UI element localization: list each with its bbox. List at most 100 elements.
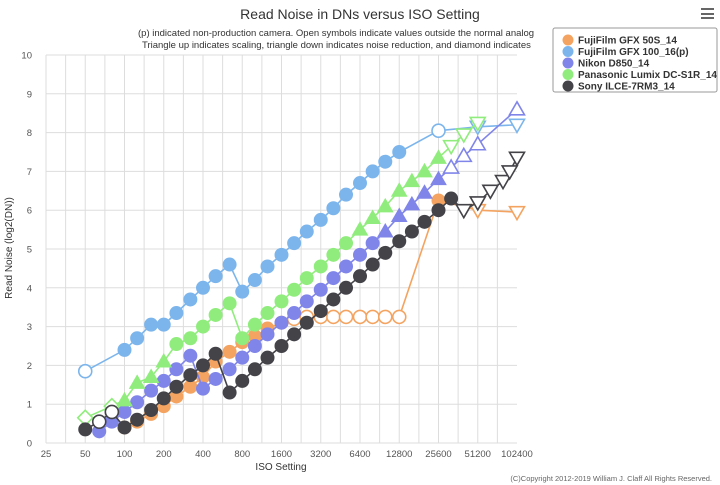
legend-label: FujiFilm GFX 100_16(p) <box>578 47 689 58</box>
data-point <box>338 309 354 325</box>
chart-credits: (C)Copyright 2012-2019 William J. Claff … <box>510 474 712 483</box>
data-point <box>130 395 145 410</box>
data-point <box>444 191 459 206</box>
data-point <box>454 203 473 220</box>
data-point <box>352 309 368 325</box>
chart-title: Read Noise in DNs versus ISO Setting <box>240 6 480 22</box>
data-point <box>222 362 237 377</box>
legend-label: Nikon D850_14 <box>578 59 650 70</box>
data-point <box>130 412 145 427</box>
data-point <box>247 339 262 353</box>
y-tick-label: 0 <box>27 439 32 450</box>
data-point <box>183 368 198 383</box>
data-point <box>77 363 93 379</box>
data-point <box>365 257 380 272</box>
data-point <box>208 269 223 284</box>
x-axis-label: ISO Setting <box>255 462 306 473</box>
data-point <box>117 404 132 419</box>
data-point <box>500 165 519 181</box>
hamburger-menu-icon[interactable] <box>701 8 714 19</box>
data-point <box>403 195 421 211</box>
data-point <box>353 176 367 191</box>
data-point <box>196 381 210 396</box>
data-point <box>468 196 487 212</box>
data-point <box>430 149 447 164</box>
data-point <box>274 339 289 353</box>
data-point <box>144 403 159 418</box>
data-point <box>274 294 289 309</box>
y-axis-label: Read Noise (log2(DN)) <box>4 197 15 299</box>
y-tick-label: 10 <box>21 51 32 62</box>
data-point <box>326 201 341 216</box>
y-tick-label: 8 <box>27 128 32 139</box>
data-point <box>339 259 354 274</box>
legend-marker <box>562 46 574 57</box>
legend-marker <box>562 69 574 80</box>
data-point <box>78 422 93 437</box>
data-point <box>508 205 526 222</box>
data-point <box>183 379 198 394</box>
data-point <box>235 350 250 365</box>
data-point <box>155 353 173 368</box>
data-point <box>326 292 341 307</box>
x-tick-label: 25 <box>41 449 52 460</box>
data-point <box>365 164 380 179</box>
data-point <box>378 245 393 260</box>
x-tick-label: 1600 <box>271 449 292 460</box>
data-point <box>364 209 382 224</box>
y-tick-label: 2 <box>27 361 32 372</box>
data-point <box>403 172 421 188</box>
data-point <box>208 346 223 361</box>
series-2 <box>92 100 526 439</box>
y-tick-label: 3 <box>27 322 32 333</box>
data-point <box>260 259 275 274</box>
data-point <box>313 212 328 227</box>
data-point <box>353 269 367 284</box>
data-point <box>339 280 354 295</box>
plot-series <box>76 100 526 439</box>
data-point <box>392 234 407 249</box>
data-point <box>142 368 160 384</box>
y-tick-label: 4 <box>27 283 32 294</box>
data-point <box>196 358 210 373</box>
data-point <box>247 273 262 288</box>
legend-label: Panasonic Lumix DC-S1R_14 <box>578 70 717 81</box>
data-point <box>390 182 408 197</box>
data-point <box>222 344 237 359</box>
data-point <box>299 294 314 309</box>
data-point <box>183 292 198 307</box>
data-point <box>339 236 354 251</box>
data-point <box>416 162 433 178</box>
data-point <box>287 236 302 251</box>
data-point <box>260 327 275 342</box>
data-point <box>313 282 328 297</box>
data-point <box>351 221 369 236</box>
data-point <box>169 337 184 352</box>
data-point <box>130 331 145 346</box>
data-point <box>339 187 354 202</box>
data-point <box>508 100 526 116</box>
y-tick-label: 7 <box>27 167 32 178</box>
data-point <box>235 284 250 299</box>
data-point <box>222 257 237 272</box>
data-point <box>208 371 223 386</box>
data-point <box>247 362 262 377</box>
y-tick-label: 6 <box>27 206 32 217</box>
data-point <box>431 123 446 138</box>
data-point <box>260 350 275 365</box>
data-point <box>128 374 146 389</box>
data-point <box>508 151 526 167</box>
data-point <box>376 197 394 213</box>
data-point <box>287 327 302 342</box>
data-point <box>183 348 198 363</box>
data-point <box>313 304 328 319</box>
x-tick-label: 50 <box>80 449 91 460</box>
data-point <box>196 280 210 295</box>
data-point <box>196 319 210 334</box>
data-point <box>326 271 341 286</box>
data-point <box>416 184 433 199</box>
data-point <box>468 135 487 151</box>
data-point <box>454 128 473 144</box>
x-tick-label: 100 <box>117 449 133 460</box>
data-point <box>156 317 171 332</box>
